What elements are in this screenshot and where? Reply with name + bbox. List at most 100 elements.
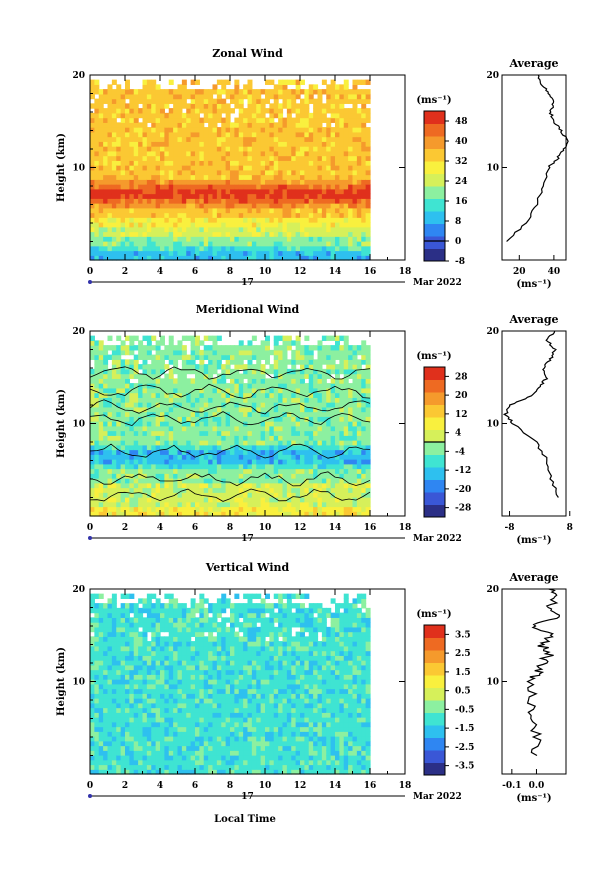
heatmap-cell — [94, 425, 100, 432]
heatmap-cell — [94, 184, 100, 190]
heatmap-cell — [111, 440, 117, 446]
heatmap-cell — [330, 165, 336, 171]
heatmap-cell — [94, 607, 100, 614]
heatmap-cell — [111, 364, 117, 370]
heatmap-cell — [173, 241, 179, 247]
heatmap-cell — [265, 122, 270, 128]
heatmap-cell — [199, 421, 205, 427]
heatmap-cell — [116, 421, 122, 427]
heatmap-cell — [282, 354, 288, 360]
heatmap-cell — [304, 226, 310, 233]
heatmap-cell — [90, 731, 95, 737]
heatmap-cell — [282, 136, 288, 142]
heatmap-cell — [365, 131, 371, 138]
heatmap-cell — [348, 425, 354, 432]
heatmap-cell — [111, 127, 117, 133]
heatmap-cell — [282, 84, 288, 90]
heatmap-cell — [142, 193, 148, 199]
heatmap-cell — [216, 463, 222, 470]
heatmap-cell — [94, 198, 100, 204]
heatmap-cell — [90, 702, 95, 709]
heatmap-cell — [361, 79, 367, 85]
heatmap-cell — [146, 89, 152, 95]
heatmap-cell — [212, 222, 218, 228]
heatmap-cell — [190, 217, 196, 223]
heatmap-cell — [94, 731, 100, 737]
colorbar-segment — [424, 417, 445, 430]
heatmap-cell — [269, 501, 275, 508]
heatmap-cell — [356, 440, 362, 446]
heatmap-cell — [335, 179, 340, 185]
heatmap-cell — [243, 222, 249, 228]
heatmap-cell — [173, 454, 179, 460]
heatmap-cell — [321, 112, 327, 119]
colorbar-tick-label: 28 — [455, 372, 468, 382]
heatmap-cell — [116, 236, 122, 242]
heatmap-cell — [286, 141, 292, 147]
heatmap-cell — [151, 198, 157, 204]
heatmap-cell — [177, 131, 183, 138]
heatmap-cell — [326, 103, 332, 109]
heatmap-cell — [120, 89, 126, 95]
heatmap-cell — [168, 255, 174, 261]
heatmap-cell — [238, 241, 244, 247]
heatmap-cell — [365, 454, 371, 460]
heatmap-cell — [269, 117, 275, 123]
heatmap-cell — [168, 231, 174, 237]
heatmap-cell — [365, 435, 371, 441]
heatmap-cell — [164, 511, 170, 517]
heatmap-cell — [221, 255, 227, 261]
heatmap-cell — [133, 506, 139, 512]
heatmap-cell — [247, 478, 253, 484]
heatmap-cell — [265, 174, 270, 180]
heatmap-cell — [94, 755, 100, 761]
heatmap-cell — [173, 497, 179, 503]
heatmap-cell — [330, 463, 336, 470]
contour-line — [89, 471, 371, 487]
heatmap-cell — [181, 335, 187, 341]
heatmap-cell — [181, 231, 187, 237]
heatmap-cell — [116, 122, 122, 128]
heatmap-cell — [203, 397, 209, 403]
heatmap-cell — [273, 222, 279, 228]
heatmap-cell — [208, 487, 214, 493]
heatmap-cell — [300, 236, 305, 242]
heatmap-cell — [313, 459, 319, 465]
heatmap-cell — [256, 487, 262, 493]
heatmap-cell — [286, 198, 292, 204]
heatmap-cell — [181, 511, 187, 517]
heatmap-cell — [361, 217, 367, 223]
heatmap-cell — [177, 169, 183, 176]
heatmap-cell — [343, 108, 349, 114]
heatmap-cell — [98, 482, 104, 489]
heatmap-cell — [98, 217, 104, 223]
heatmap-cell — [203, 207, 209, 214]
heatmap-cell — [203, 487, 209, 493]
heatmap-cell — [230, 212, 235, 218]
heatmap-cell — [335, 127, 340, 133]
heatmap-cell — [317, 174, 323, 180]
heatmap-cell — [199, 473, 205, 479]
heatmap-cell — [352, 392, 358, 398]
heatmap-cell — [313, 112, 319, 119]
heatmap-cell — [103, 174, 109, 180]
heatmap-cell — [103, 511, 109, 517]
heatmap-cell — [230, 146, 235, 152]
heatmap-cell — [225, 122, 231, 128]
heatmap-cell — [308, 222, 314, 228]
heatmap-cell — [295, 373, 301, 379]
heatmap-cell — [286, 421, 292, 427]
heatmap-cell — [225, 430, 231, 436]
heatmap-cell — [308, 359, 314, 365]
heatmap-cell — [195, 150, 200, 157]
heatmap-cell — [352, 354, 358, 360]
heatmap-cell — [155, 179, 161, 185]
heatmap-cell — [195, 425, 200, 432]
heatmap-cell — [365, 198, 371, 204]
heatmap-cell — [138, 207, 144, 214]
colorbar-segment — [424, 161, 445, 174]
heatmap-cell — [177, 250, 183, 256]
heatmap-cell — [326, 440, 332, 446]
heatmap-cell — [330, 411, 336, 417]
heatmap-cell — [164, 112, 170, 119]
